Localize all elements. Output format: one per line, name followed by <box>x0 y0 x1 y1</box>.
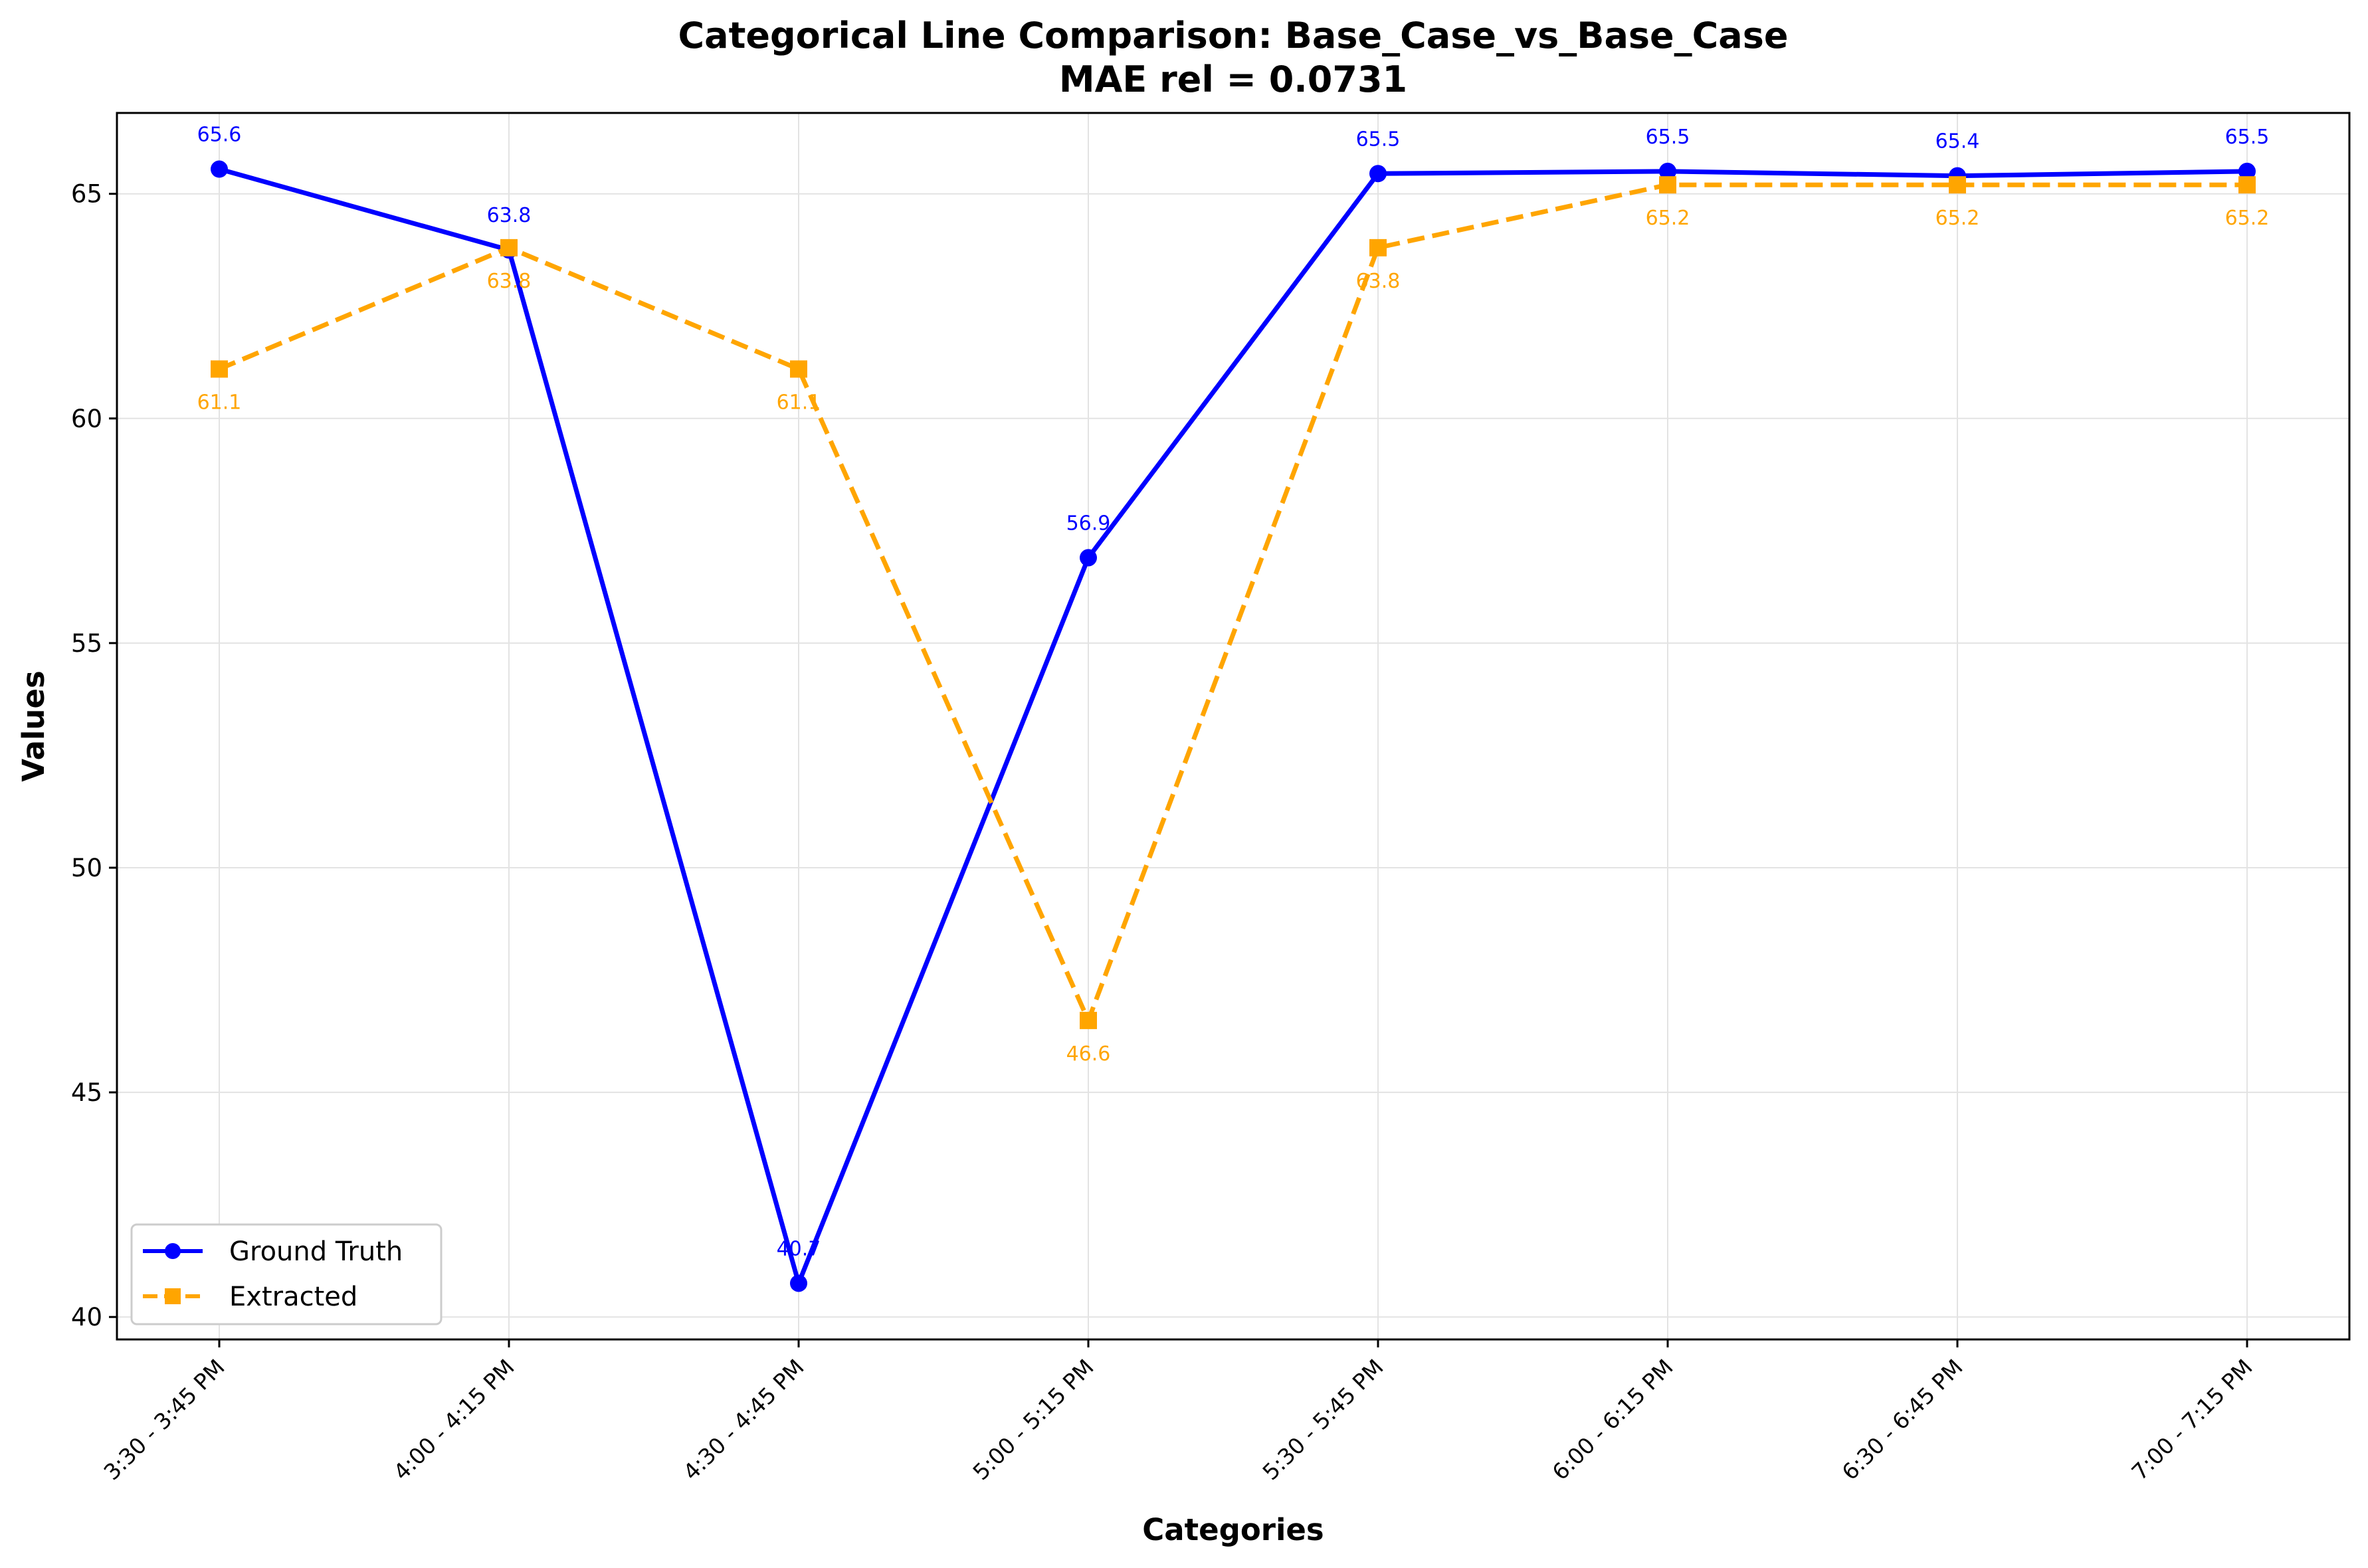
y-tick-label: 65 <box>71 180 102 209</box>
x-axis-label: Categories <box>1142 1512 1324 1547</box>
chart-subtitle: MAE rel = 0.0731 <box>1059 58 1407 100</box>
y-tick-label: 40 <box>71 1303 102 1331</box>
data-label: 65.2 <box>1646 207 1690 230</box>
data-label: 56.9 <box>1066 512 1111 535</box>
data-label: 61.1 <box>777 391 821 414</box>
plot-frame <box>116 112 2351 1341</box>
data-label: 63.8 <box>487 270 532 293</box>
data-label: 65.2 <box>2225 207 2270 230</box>
legend-ground-truth-marker <box>165 1243 181 1259</box>
data-point <box>1369 239 1387 256</box>
legend-extracted-label: Extracted <box>229 1282 357 1312</box>
data-point <box>1949 176 1966 194</box>
data-point <box>790 1274 807 1292</box>
data-label: 65.6 <box>197 124 242 147</box>
data-point <box>211 360 228 378</box>
y-axis-label: Values <box>16 670 51 782</box>
data-point <box>500 239 518 256</box>
legend-extracted-marker <box>165 1288 181 1304</box>
data-label: 63.8 <box>487 204 532 227</box>
series-line-extracted <box>218 182 2247 1023</box>
legend: Ground Truth Extracted <box>130 1223 443 1325</box>
grid-lines <box>117 113 2349 1339</box>
data-label: 65.5 <box>1356 128 1401 151</box>
legend-box <box>130 1223 443 1325</box>
data-point <box>211 160 228 178</box>
axes <box>109 112 2351 1347</box>
y-tick-label: 60 <box>71 405 102 433</box>
data-point <box>1659 162 1676 180</box>
data-point <box>1369 165 1387 183</box>
data-point <box>790 360 807 378</box>
data-labels: 65.6 63.8 40.7 56.9 65.5 65.5 65.4 65.5 61.1 63.8… <box>197 124 2270 1261</box>
data-point <box>1080 1011 1097 1029</box>
data-label: 61.1 <box>197 391 242 414</box>
data-label: 63.8 <box>1356 270 1401 293</box>
data-label: 40.7 <box>777 1237 821 1260</box>
y-tick-label: 55 <box>71 629 102 658</box>
series-line-ground-truth <box>219 167 2248 1286</box>
data-label: 65.4 <box>1935 130 1980 153</box>
series-lines <box>211 160 2256 1292</box>
data-label: 46.6 <box>1066 1042 1111 1066</box>
legend-ground-truth-label: Ground Truth <box>229 1236 403 1267</box>
data-point <box>2238 176 2256 194</box>
data-point <box>1080 549 1097 567</box>
y-tick-label: 50 <box>71 854 102 882</box>
data-point <box>1659 176 1676 194</box>
chart-title: Categorical Line Comparison: Base_Case_v… <box>678 15 1789 56</box>
data-label: 65.5 <box>2225 126 2270 149</box>
data-label: 65.2 <box>1935 207 1980 230</box>
data-point <box>2238 162 2256 180</box>
y-tick-label: 45 <box>71 1078 102 1107</box>
data-label: 65.5 <box>1646 126 1690 149</box>
